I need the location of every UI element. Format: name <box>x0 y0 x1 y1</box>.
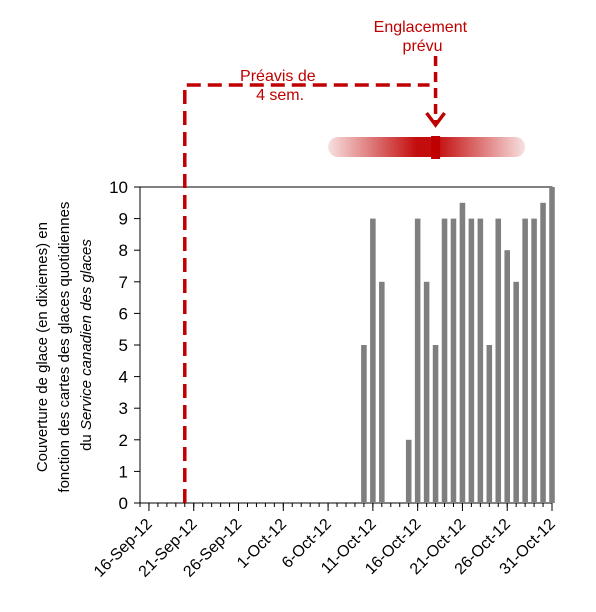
y-tick-label: 0 <box>119 494 128 513</box>
freeze-up-arrow-head <box>425 111 446 128</box>
notice-period-dashed-line <box>183 83 430 503</box>
notice-label: Préavis de 4 sem. <box>240 68 320 104</box>
bar <box>486 345 493 503</box>
freeze-up-marker <box>431 136 441 159</box>
bar <box>361 345 367 503</box>
y-tick-label: 5 <box>119 336 128 355</box>
y-tick-label: 9 <box>119 210 128 229</box>
y-tick-label: 8 <box>119 241 128 260</box>
bar <box>441 218 448 503</box>
bar <box>432 345 439 503</box>
bar <box>459 202 466 504</box>
bar <box>540 202 546 504</box>
bar <box>379 281 385 503</box>
y-axis: 0 1 2 3 4 5 6 7 8 9 10 <box>109 178 140 513</box>
bar <box>477 218 484 503</box>
bar <box>549 187 555 503</box>
freeze-up-label: Englacement prévu <box>374 19 472 55</box>
y-tick-label: 1 <box>119 462 128 481</box>
bar <box>423 281 430 503</box>
y-tick-label: 2 <box>119 431 128 450</box>
bar <box>450 218 457 503</box>
freeze-up-uncertainty-bar <box>328 137 526 157</box>
y-tick-label: 3 <box>119 399 128 418</box>
bar <box>522 218 528 503</box>
x-axis: 16-Sep-1221-Sep-1226-Sep-121-Oct-126-Oct… <box>91 503 559 581</box>
y-tick-label: 4 <box>119 368 128 387</box>
bar <box>495 218 502 503</box>
bar <box>468 218 475 503</box>
bar <box>531 218 537 503</box>
y-tick-label: 6 <box>119 304 128 323</box>
bar <box>414 218 421 503</box>
bar-series <box>361 187 555 504</box>
bar <box>405 439 412 503</box>
bar <box>504 250 510 503</box>
y-tick-label: 7 <box>119 273 128 292</box>
bar <box>370 218 376 503</box>
forecast-annotations: Englacement prévu Préavis de 4 sem. <box>183 19 526 503</box>
y-axis-label: Couverture de glace (en dixiemes) en fon… <box>34 197 95 492</box>
bar <box>513 281 519 503</box>
y-tick-label: 10 <box>109 178 128 197</box>
